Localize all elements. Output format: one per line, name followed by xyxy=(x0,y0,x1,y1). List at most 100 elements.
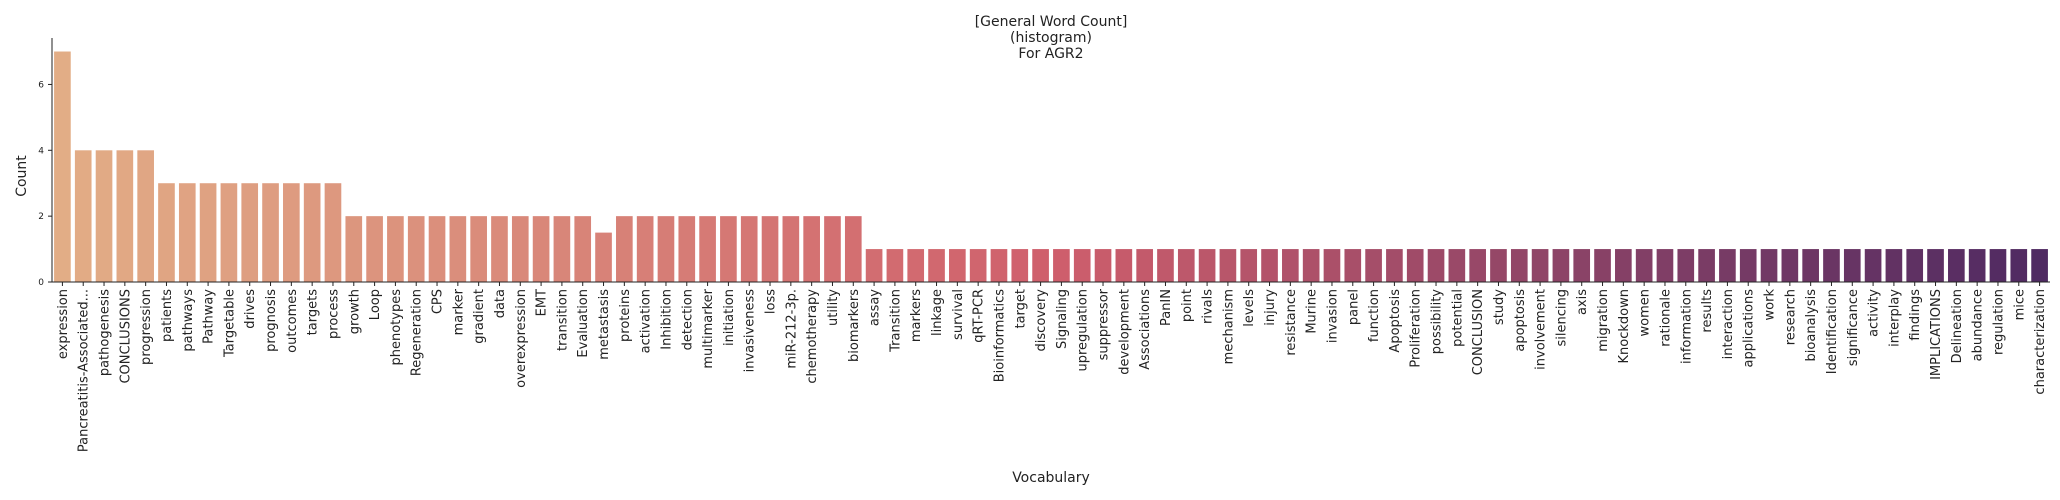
x-tick-label-61: invasion xyxy=(1325,289,1340,343)
x-tick-label-88: interplay xyxy=(1887,289,1902,347)
bar-42 xyxy=(928,249,945,282)
x-tick-label-71: involvement xyxy=(1534,289,1549,370)
bar-65 xyxy=(1406,249,1424,282)
x-tick-label-22: overexpression xyxy=(514,289,529,388)
bar-37 xyxy=(824,216,841,282)
bar-89 xyxy=(1906,249,1924,282)
x-tick-label-77: rationale xyxy=(1658,289,1673,347)
x-tick-label-54: point xyxy=(1180,289,1195,322)
bar-59 xyxy=(1282,249,1299,282)
x-tick-label-89: findings xyxy=(1908,289,1923,341)
bar-13 xyxy=(324,183,342,282)
bar-39 xyxy=(865,249,883,282)
x-tick-label-75: Knockdown xyxy=(1617,289,1632,363)
x-tick-label-49: upregulation xyxy=(1076,289,1091,372)
bar-93 xyxy=(1989,249,2007,282)
bar-88 xyxy=(1885,249,1903,282)
bar-95 xyxy=(2031,249,2048,282)
x-tick-label-92: abundance xyxy=(1971,289,1986,361)
bar-6 xyxy=(178,183,196,282)
bar-40 xyxy=(886,249,904,282)
bar-70 xyxy=(1510,249,1528,282)
x-tick-label-42: linkage xyxy=(930,289,945,336)
bar-36 xyxy=(803,216,820,282)
bar-78 xyxy=(1677,249,1695,282)
x-tick-label-94: mice xyxy=(2012,289,2027,320)
bar-4 xyxy=(137,150,154,282)
bar-79 xyxy=(1698,249,1715,282)
x-tick-label-18: CPS xyxy=(431,289,446,314)
x-tick-label-63: function xyxy=(1367,289,1382,342)
x-tick-label-11: outcomes xyxy=(285,289,300,353)
x-tick-label-64: Apoptosis xyxy=(1388,289,1403,353)
bar-81 xyxy=(1739,249,1757,282)
x-tick-label-10: prognosis xyxy=(264,289,279,352)
bar-29 xyxy=(657,216,675,282)
bar-87 xyxy=(1864,249,1882,282)
x-tick-label-21: data xyxy=(493,289,508,318)
x-tick-label-65: Proliferation xyxy=(1409,289,1424,368)
x-tick-label-36: chemotherapy xyxy=(805,289,820,384)
x-tick-label-37: utility xyxy=(826,289,841,326)
bar-75 xyxy=(1615,249,1632,282)
bar-86 xyxy=(1843,249,1861,282)
x-tick-label-67: potential xyxy=(1450,289,1465,347)
bar-30 xyxy=(678,216,696,282)
bar-16 xyxy=(387,216,404,282)
x-tick-label-34: loss xyxy=(764,289,779,314)
bar-51 xyxy=(1115,249,1133,282)
x-tick-label-59: resistance xyxy=(1284,289,1299,356)
x-tick-label-74: migration xyxy=(1596,289,1611,352)
bar-3 xyxy=(116,150,134,282)
x-tick-label-26: metastasis xyxy=(597,289,612,360)
bar-71 xyxy=(1531,249,1549,282)
x-tick-label-62: panel xyxy=(1346,289,1361,325)
bar-77 xyxy=(1656,249,1674,282)
bar-19 xyxy=(449,216,467,282)
bar-45 xyxy=(990,249,1008,282)
bar-20 xyxy=(470,216,487,282)
x-tick-label-73: axis xyxy=(1575,289,1590,315)
x-tick-label-83: research xyxy=(1783,289,1798,345)
x-tick-label-1: Pancreatitis-Associated... xyxy=(77,289,92,452)
x-tick-label-16: phenotypes xyxy=(389,289,404,366)
bar-85 xyxy=(1823,249,1840,282)
bar-55 xyxy=(1198,249,1216,282)
bar-27 xyxy=(616,216,633,282)
x-tick-label-55: rivals xyxy=(1201,289,1216,324)
bar-25 xyxy=(574,216,592,282)
x-tick-label-52: Associations xyxy=(1138,289,1153,370)
bar-35 xyxy=(782,216,800,282)
bar-41 xyxy=(907,249,925,282)
bar-68 xyxy=(1469,249,1486,282)
x-tick-label-47: discovery xyxy=(1034,289,1049,352)
bar-84 xyxy=(1802,249,1819,282)
x-tick-label-95: characterization xyxy=(2033,289,2048,395)
x-tick-label-45: Bioinformatics xyxy=(992,289,1007,382)
x-tick-label-48: Signaling xyxy=(1055,289,1070,349)
bar-52 xyxy=(1136,249,1153,282)
x-tick-label-33: invasiveness xyxy=(743,289,758,373)
bar-62 xyxy=(1344,249,1362,282)
bar-9 xyxy=(241,183,259,282)
bar-21 xyxy=(491,216,508,282)
x-tick-label-86: significance xyxy=(1846,289,1861,366)
x-tick-label-85: Identification xyxy=(1825,289,1840,374)
bar-44 xyxy=(969,249,987,282)
bar-74 xyxy=(1594,249,1611,282)
bar-34 xyxy=(761,216,779,282)
x-tick-label-24: transition xyxy=(555,289,570,351)
bar-48 xyxy=(1053,249,1070,282)
bar-82 xyxy=(1760,249,1778,282)
bar-61 xyxy=(1323,249,1341,282)
x-tick-label-3: CONCLUSIONS xyxy=(118,289,133,384)
x-tick-label-7: Pathway xyxy=(202,289,217,344)
bar-73 xyxy=(1573,249,1591,282)
bar-54 xyxy=(1177,249,1195,282)
x-tick-label-6: pathways xyxy=(181,289,196,352)
x-tick-label-46: target xyxy=(1013,289,1028,329)
bar-31 xyxy=(699,216,716,282)
x-tick-label-12: targets xyxy=(306,289,321,336)
x-tick-label-72: silencing xyxy=(1554,289,1569,346)
x-tick-label-35: miR-212-3p. xyxy=(784,289,799,369)
